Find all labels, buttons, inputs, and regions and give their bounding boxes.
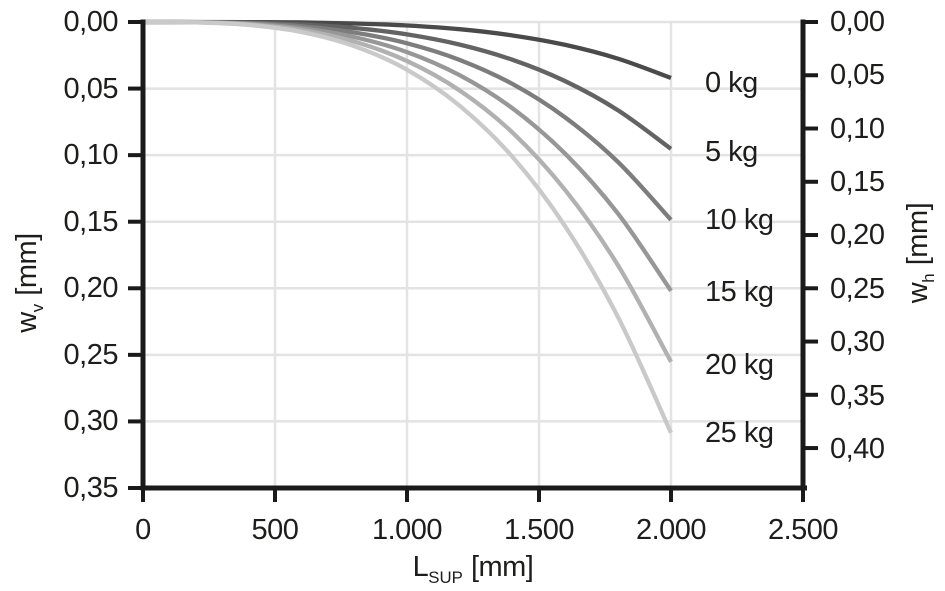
- x-tick-label: 1.500: [503, 514, 575, 546]
- y-right-tick-label: 0,10: [830, 113, 885, 145]
- y-right-tick-label: 0,35: [830, 380, 885, 412]
- x-tick-label: 1.000: [371, 514, 443, 546]
- y-right-tick-label: 0,05: [830, 59, 885, 91]
- series-label-20kg: 20 kg: [705, 349, 774, 381]
- y-right-tick-label: 0,20: [830, 219, 885, 251]
- curve-25-kg: [142, 19, 673, 434]
- x-tick-label: 0: [135, 514, 151, 546]
- series-label-5kg: 5 kg: [705, 136, 758, 168]
- y-right-axis-subscript: h: [918, 273, 938, 283]
- y-left-tick-label: 0,20: [63, 272, 119, 304]
- x-tick-label: 2.500: [767, 514, 839, 546]
- x-axis-unit: [mm]: [470, 551, 534, 583]
- y-left-tick-label: 0,30: [63, 405, 119, 437]
- y-left-axis-subscript: v: [27, 303, 47, 313]
- x-tick-label: 2.000: [635, 514, 707, 546]
- y-left-axis-symbol: w: [11, 312, 43, 333]
- series-label-15kg: 15 kg: [705, 276, 774, 308]
- series-label-0kg: 0 kg: [705, 67, 758, 99]
- y-left-axis-title: wv [mm]: [9, 173, 47, 393]
- y-left-tick-label: 0,35: [63, 472, 119, 504]
- y-left-axis-unit: [mm]: [11, 233, 43, 296]
- y-right-tick-label: 0,25: [830, 273, 885, 305]
- y-left-tick-label: 0,15: [63, 206, 119, 238]
- x-axis-title: LSUP [mm]: [323, 549, 623, 591]
- y-right-axis-unit: [mm]: [902, 202, 934, 266]
- y-right-tick-label: 0,15: [830, 166, 885, 198]
- x-axis-symbol: L: [412, 551, 429, 583]
- y-right-tick-label: 0,30: [830, 326, 885, 358]
- y-right-axis-title: wh [mm]: [900, 143, 938, 363]
- series-label-25kg: 25 kg: [705, 417, 774, 449]
- y-left-tick-label: 0,10: [63, 139, 119, 171]
- y-left-tick-label: 0,00: [63, 6, 119, 38]
- y-right-tick-label: 0,00: [830, 6, 885, 38]
- y-right-tick-label: 0,40: [830, 433, 885, 465]
- series-label-10kg: 10 kg: [705, 204, 774, 236]
- x-axis-subscript: SUP: [428, 567, 463, 587]
- x-tick-label: 500: [251, 514, 299, 546]
- y-left-tick-label: 0,25: [63, 339, 119, 371]
- y-right-axis-symbol: w: [902, 282, 934, 304]
- y-left-tick-label: 0,05: [63, 73, 119, 105]
